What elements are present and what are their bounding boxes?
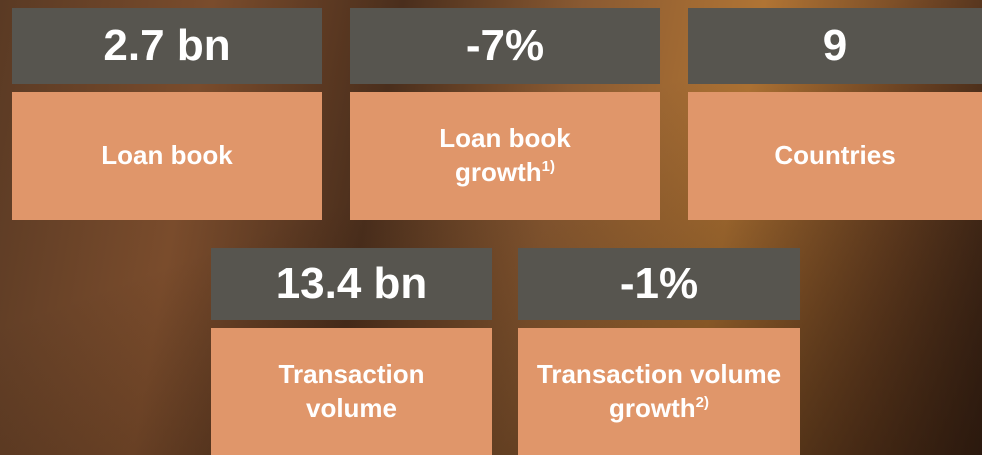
kpi-tile: 13.4 bn Transaction volume: [211, 248, 492, 455]
kpi-label-box: Transaction volume growth2): [518, 328, 800, 455]
kpi-value: 9: [688, 8, 982, 84]
kpi-label-box: Loan book: [12, 92, 322, 220]
kpi-tile: 2.7 bn Loan book: [12, 8, 322, 220]
kpi-label: Transaction volume: [252, 358, 452, 426]
kpi-label: Loan book growth: [439, 123, 570, 187]
kpi-label-wrap: Transaction volume growth2): [534, 358, 784, 426]
kpi-value: 13.4 bn: [211, 248, 492, 320]
kpi-label-box: Countries: [688, 92, 982, 220]
footnote-mark: 1): [542, 158, 555, 175]
kpi-tile: -1% Transaction volume growth2): [518, 248, 800, 455]
kpi-label-wrap: Loan book growth1): [418, 122, 593, 190]
kpi-tile: -7% Loan book growth1): [350, 8, 660, 220]
kpi-label-box: Transaction volume: [211, 328, 492, 455]
kpi-label: Countries: [774, 139, 895, 173]
kpi-value: 2.7 bn: [12, 8, 322, 84]
kpi-tile: 9 Countries: [688, 8, 982, 220]
kpi-value: -7%: [350, 8, 660, 84]
footnote-mark: 2): [696, 394, 709, 411]
kpi-label: Transaction volume growth: [537, 359, 781, 423]
kpi-label-box: Loan book growth1): [350, 92, 660, 220]
kpi-page: 2.7 bn Loan book -7% Loan book growth1) …: [0, 0, 982, 455]
kpi-value: -1%: [518, 248, 800, 320]
kpi-label: Loan book: [101, 139, 232, 173]
